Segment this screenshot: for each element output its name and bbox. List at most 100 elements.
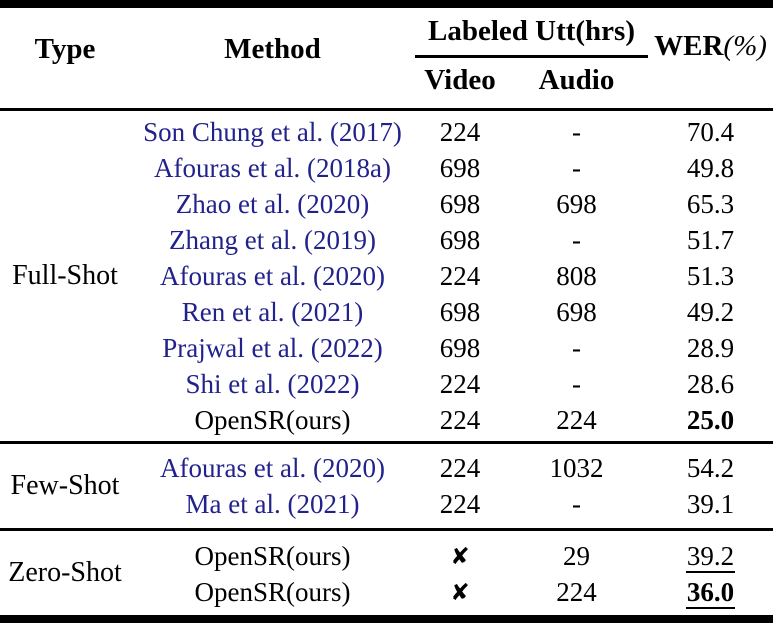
audio-hours-cell: 224: [556, 577, 597, 607]
audio-hours-cell: 224: [556, 405, 597, 435]
wer-value: 51.7: [686, 225, 735, 255]
header-wer: WER (%): [648, 8, 773, 108]
video-hours-cell: 224: [439, 261, 481, 291]
wer-value: 28.9: [686, 333, 735, 363]
table-row: OpenSR(ours) ✘ 224 36.0: [130, 573, 773, 609]
header-labeled-utt-group: Labeled Utt(hrs) Video Audio: [415, 8, 648, 108]
table-row: OpenSR(ours) ✘ 29 39.2: [130, 537, 773, 573]
table-row: Prajwal et al. (2022) 698 - 28.9: [130, 330, 773, 366]
audio-hours-cell: 698: [556, 297, 597, 327]
video-hours-cell: 698: [439, 189, 481, 219]
video-hours-cell: 698: [439, 153, 481, 183]
audio-hours-cell: 698: [556, 189, 597, 219]
table-row: Son Chung et al. (2017) 224 - 70.4: [130, 114, 773, 150]
video-hours-cell: 224: [439, 489, 481, 519]
wer-value: 39.1: [686, 489, 735, 519]
method-cell: Afouras et al. (2020): [130, 258, 415, 294]
video-hours-cell: 698: [439, 297, 481, 327]
method-cell: Son Chung et al. (2017): [130, 114, 415, 150]
citation-link[interactable]: Prajwal et al. (2022): [162, 333, 383, 363]
group-rows: OpenSR(ours) ✘ 29 39.2 OpenSR(ours) ✘ 224 36.0: [130, 537, 773, 609]
table-row: Afouras et al. (2020) 224 1032 54.2: [130, 450, 773, 486]
table-row: Afouras et al. (2018a) 698 - 49.8: [130, 150, 773, 186]
wer-value: 28.6: [686, 369, 735, 399]
method-cell: Zhang et al. (2019): [130, 222, 415, 258]
wer-cell: 36.0: [648, 574, 773, 610]
wer-cell: 28.6: [648, 366, 773, 402]
audio-hours-cell: 1032: [549, 453, 604, 483]
table-row: Ren et al. (2021) 698 698 49.2: [130, 294, 773, 330]
audio-hours-cell: -: [572, 225, 581, 255]
citation-link[interactable]: Zhao et al. (2020): [175, 189, 370, 219]
citation-link[interactable]: Shi et al. (2022): [185, 369, 360, 399]
table-group: Few-Shot Afouras et al. (2020) 224 1032 54.2…: [0, 444, 773, 528]
cross-icon: ✘: [450, 580, 470, 606]
video-hours-cell: 224: [439, 405, 481, 435]
method-cell: Prajwal et al. (2022): [130, 330, 415, 366]
cross-icon: ✘: [450, 544, 470, 570]
wer-value: 49.2: [686, 297, 735, 327]
wer-value: 49.8: [686, 153, 735, 183]
method-label: OpenSR(ours): [194, 405, 351, 435]
table-top-rule: [0, 0, 773, 8]
method-cell: Ren et al. (2021): [130, 294, 415, 330]
group-type-label: Few-Shot: [10, 470, 120, 501]
citation-link[interactable]: Zhang et al. (2019): [169, 225, 376, 255]
method-cell: Zhao et al. (2020): [130, 186, 415, 222]
wer-cell: 51.3: [648, 258, 773, 294]
table-row: Zhao et al. (2020) 698 698 65.3: [130, 186, 773, 222]
video-hours-cell: ✘: [415, 537, 505, 575]
citation-link[interactable]: Afouras et al. (2020): [160, 261, 385, 291]
table-bottom-rule: [0, 615, 773, 623]
wer-cell: 65.3: [648, 186, 773, 222]
method-cell: OpenSR(ours): [130, 402, 415, 438]
wer-cell: 51.7: [648, 222, 773, 258]
wer-value: 70.4: [686, 117, 735, 147]
header-audio: Audio: [538, 63, 615, 96]
section-divider-rule: [0, 528, 773, 531]
wer-value: 39.2: [685, 541, 736, 573]
group-rows: Afouras et al. (2020) 224 1032 54.2 Ma et al…: [130, 450, 773, 522]
table-body: Full-Shot Son Chung et al. (2017) 224 - 70.4…: [0, 111, 773, 615]
table-row: Zhang et al. (2019) 698 - 51.7: [130, 222, 773, 258]
header-video: Video: [424, 63, 496, 96]
audio-hours-cell: -: [572, 369, 581, 399]
header-method: Method: [224, 32, 321, 65]
wer-value: 51.3: [686, 261, 735, 291]
wer-cell: 70.4: [648, 114, 773, 150]
audio-hours-cell: -: [572, 153, 581, 183]
citation-link[interactable]: Ren et al. (2021): [181, 297, 364, 327]
video-hours-cell: 698: [439, 333, 481, 363]
group-type-label: Full-Shot: [12, 260, 118, 291]
citation-link[interactable]: Afouras et al. (2020): [160, 453, 385, 483]
table-row: Shi et al. (2022) 224 - 28.6: [130, 366, 773, 402]
header-type: Type: [34, 32, 96, 65]
method-cell: Ma et al. (2021): [130, 486, 415, 522]
method-cell: OpenSR(ours): [130, 574, 415, 610]
citation-link[interactable]: Ma et al. (2021): [185, 489, 360, 519]
table-group: Zero-Shot OpenSR(ours) ✘ 29 39.2 OpenSR(ours)…: [0, 531, 773, 615]
video-hours-cell: 224: [439, 369, 481, 399]
method-cell: Afouras et al. (2020): [130, 450, 415, 486]
table-header: Type Method Labeled Utt(hrs) Video Audio…: [0, 8, 773, 108]
citation-link[interactable]: Afouras et al. (2018a): [154, 153, 391, 183]
video-hours-cell: 224: [439, 453, 481, 483]
header-labeled-utt: Labeled Utt(hrs): [415, 8, 648, 58]
wer-cell: 39.2: [648, 538, 773, 574]
method-label: OpenSR(ours): [194, 541, 351, 571]
header-bottom-rule: [0, 108, 773, 111]
audio-hours-cell: -: [572, 333, 581, 363]
group-type-label: Zero-Shot: [8, 557, 122, 588]
video-hours-cell: 224: [439, 117, 481, 147]
wer-cell: 28.9: [648, 330, 773, 366]
citation-link[interactable]: Son Chung et al. (2017): [143, 117, 402, 147]
wer-cell: 49.2: [648, 294, 773, 330]
audio-hours-cell: 808: [556, 261, 597, 291]
video-hours-cell: ✘: [415, 573, 505, 611]
wer-value: 36.0: [685, 577, 736, 609]
method-cell: OpenSR(ours): [130, 538, 415, 574]
table-row: OpenSR(ours) 224 224 25.0: [130, 402, 773, 438]
wer-value: 54.2: [686, 453, 735, 483]
method-cell: Shi et al. (2022): [130, 366, 415, 402]
header-wer-label: WER: [654, 29, 724, 62]
